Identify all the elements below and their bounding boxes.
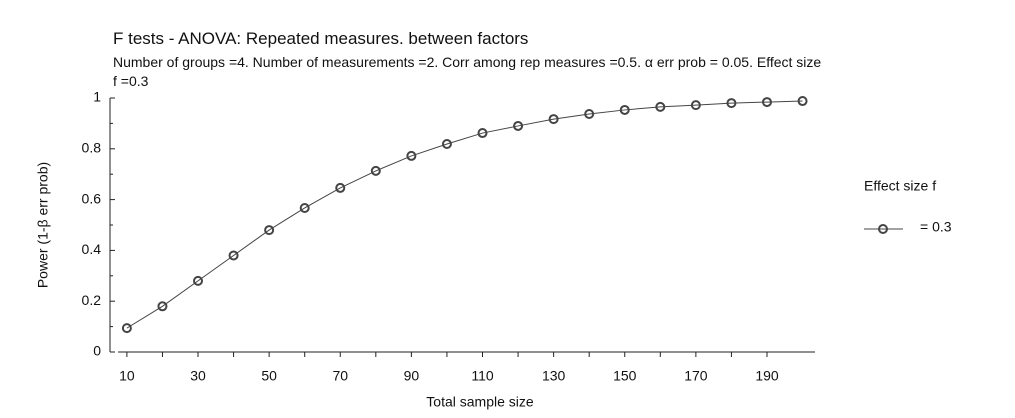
data-point — [655, 101, 666, 112]
y-axis-label: Power (1-β err prob) — [35, 162, 51, 288]
data-point — [193, 275, 204, 286]
chart-subtitle: Number of groups =4. Number of measureme… — [113, 54, 822, 89]
data-point — [761, 97, 772, 108]
data-point — [548, 114, 559, 125]
chart-title: F tests - ANOVA: Repeated measures. betw… — [113, 29, 529, 48]
x-tick-label: 10 — [119, 368, 135, 384]
data-point — [690, 100, 701, 111]
legend-title: Effect size f — [864, 178, 936, 194]
y-tick-label: 0.6 — [82, 190, 102, 206]
data-point — [228, 250, 239, 261]
data-point — [477, 128, 488, 139]
data-point — [121, 323, 132, 334]
x-tick-label: 70 — [332, 368, 348, 384]
data-point — [726, 98, 737, 109]
data-point — [619, 104, 630, 115]
data-point — [441, 138, 452, 149]
x-tick-label: 170 — [684, 368, 708, 384]
data-point — [406, 150, 417, 161]
data-point — [299, 202, 310, 213]
y-tick-label: 0.4 — [82, 241, 102, 257]
y-tick-label: 0.8 — [82, 140, 102, 156]
y-tick-label: 0 — [93, 343, 101, 359]
y-tick-label: 0.2 — [82, 292, 102, 308]
data-point — [797, 96, 808, 107]
x-tick-label: 130 — [542, 368, 566, 384]
legend-label: = 0.3 — [920, 219, 952, 235]
x-axis-label: Total sample size — [426, 394, 534, 410]
data-point — [370, 165, 381, 176]
series-line — [126, 100, 803, 329]
x-tick-label: 30 — [190, 368, 206, 384]
data-point — [335, 182, 346, 193]
data-point — [513, 120, 524, 131]
data-point — [264, 225, 275, 236]
x-tick-label: 110 — [471, 368, 494, 384]
data-point — [584, 109, 595, 120]
x-tick-label: 50 — [261, 368, 277, 384]
legend-marker — [878, 224, 888, 234]
x-tick-label: 90 — [404, 368, 420, 384]
x-tick-label: 190 — [755, 368, 779, 384]
y-tick-label: 1 — [93, 89, 101, 105]
data-point — [157, 301, 168, 312]
x-tick-label: 150 — [613, 368, 637, 384]
